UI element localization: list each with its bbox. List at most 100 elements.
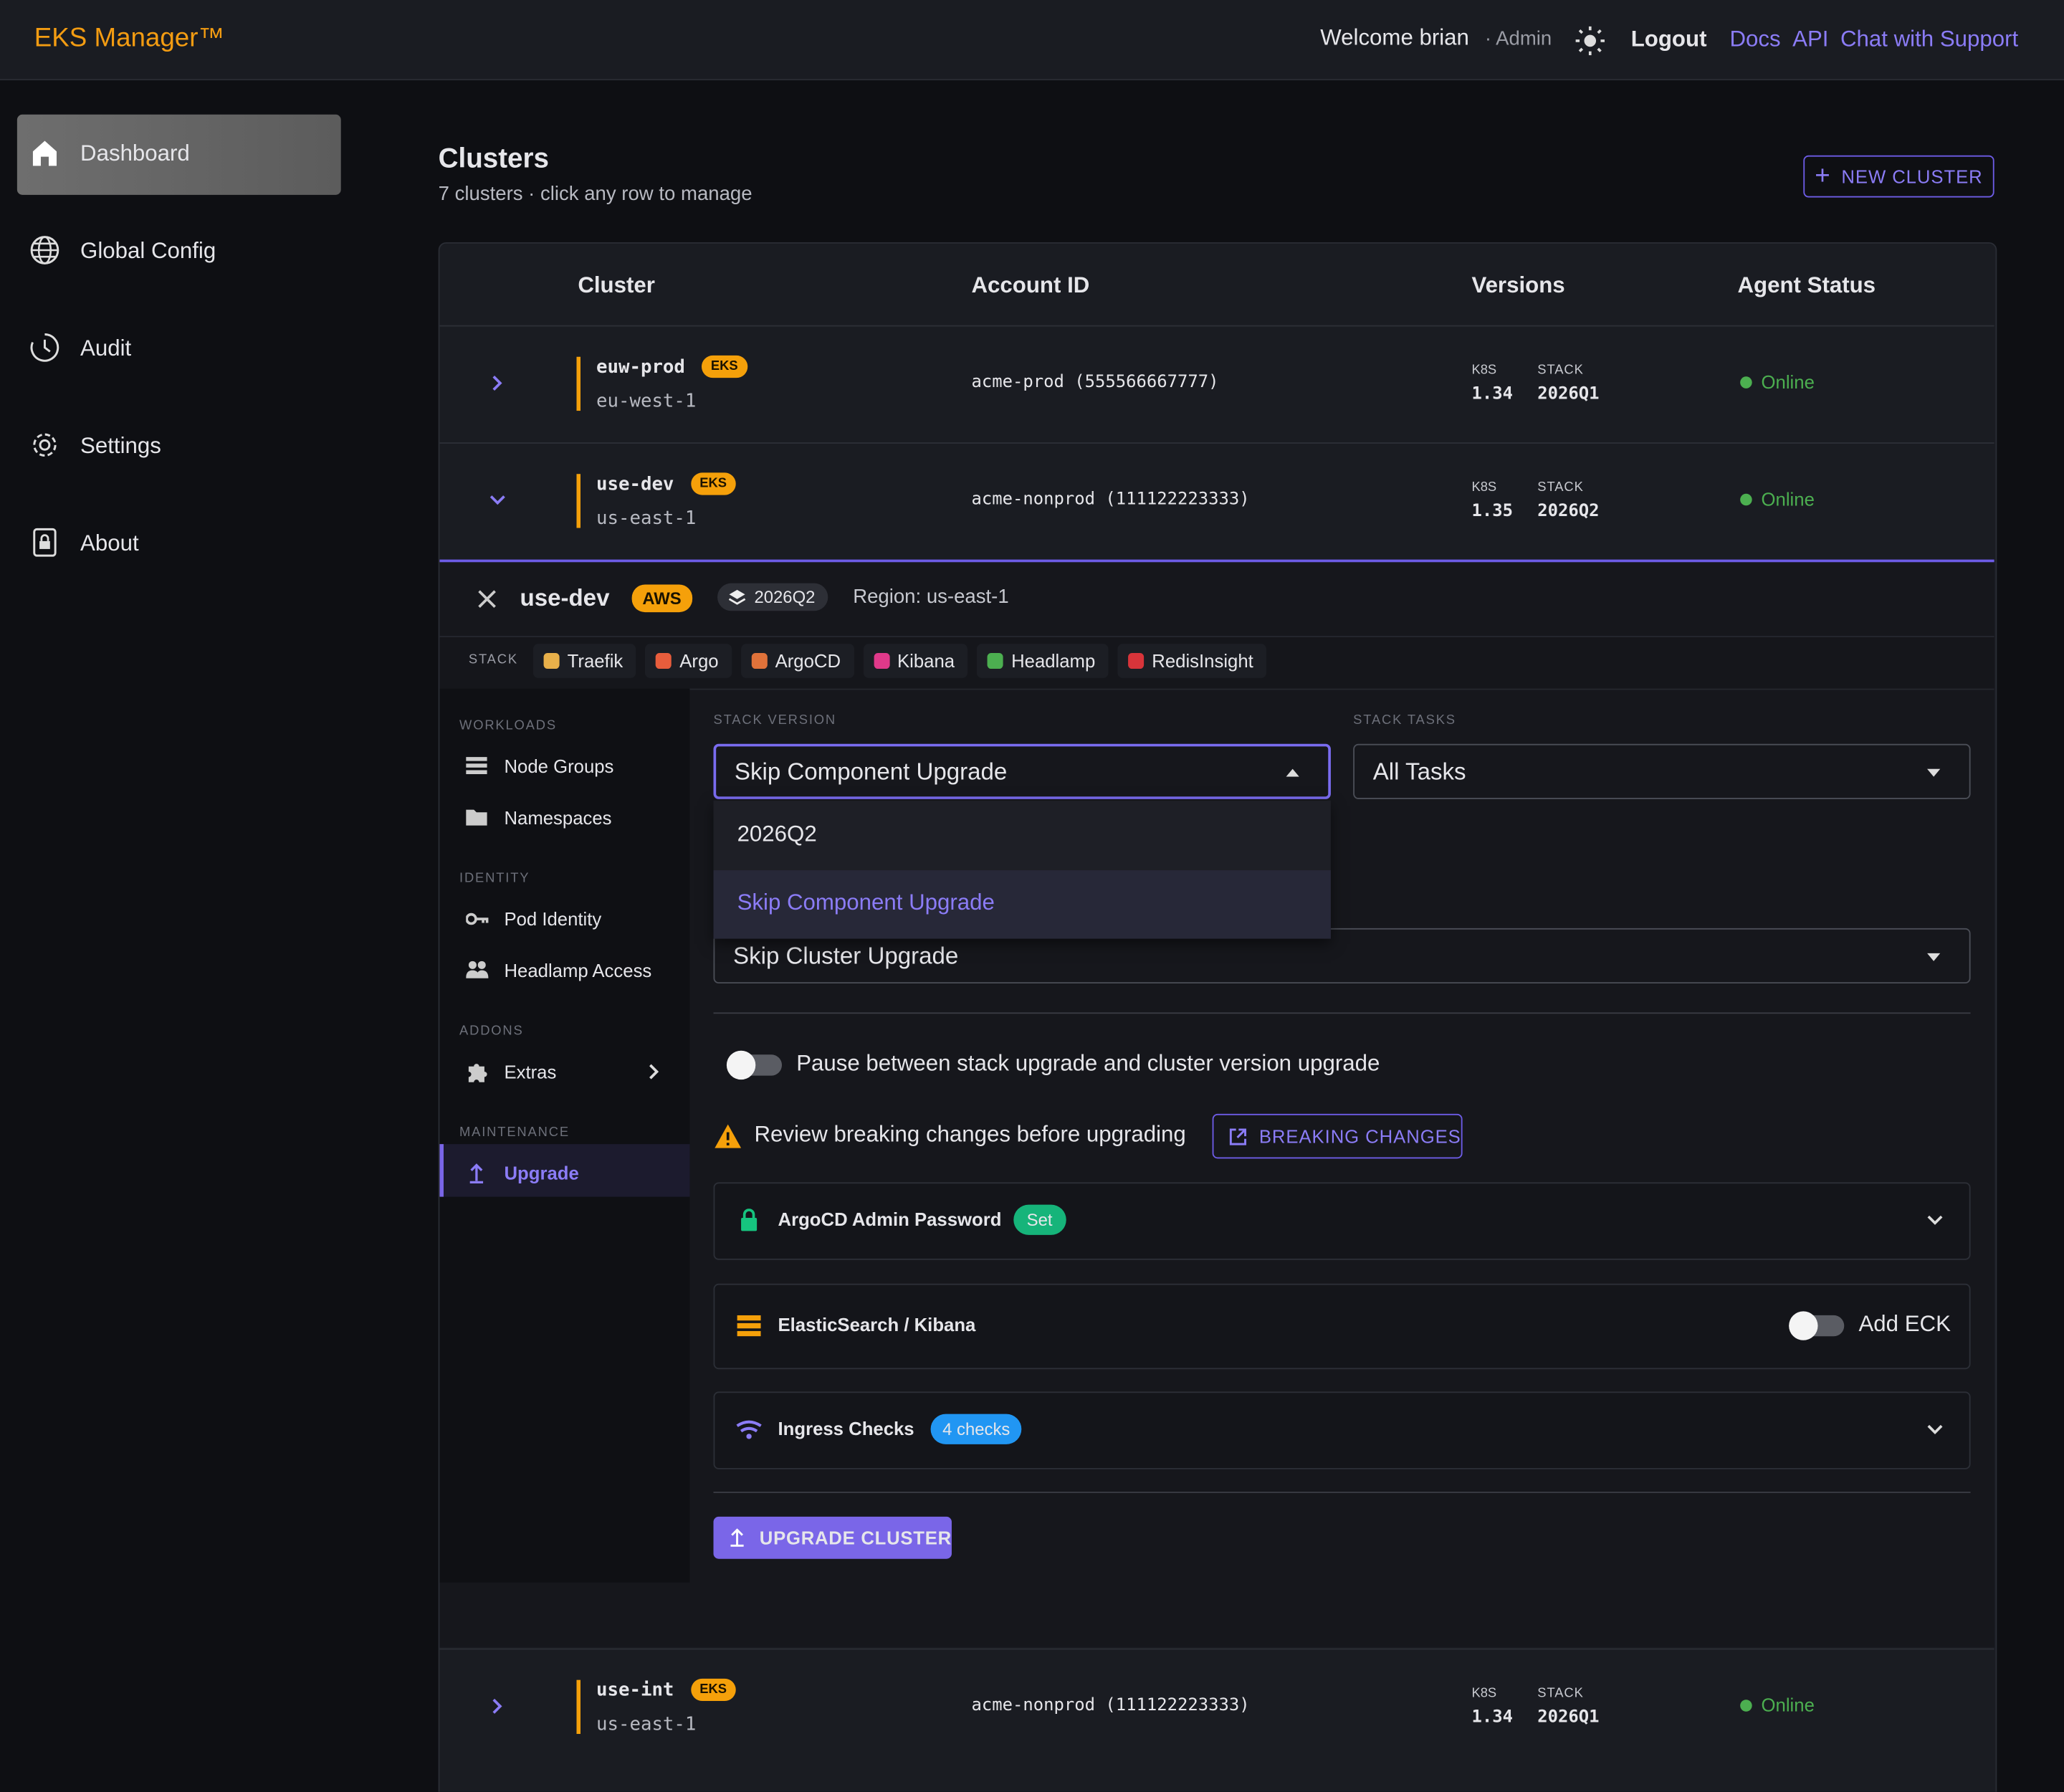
graphic xyxy=(1926,768,1941,777)
stack-version: 2026Q2 xyxy=(1537,501,1600,522)
graphic xyxy=(736,1420,762,1433)
graphic xyxy=(1926,953,1941,961)
row-toggle[interactable] xyxy=(489,375,505,391)
cluster-upgrade-select[interactable]: Skip Cluster Upgrade xyxy=(713,928,1971,984)
nav-heading: MAINTENANCE xyxy=(459,1125,570,1140)
nav-item[interactable]: Global Config xyxy=(80,238,216,264)
row-toggle[interactable] xyxy=(489,1698,505,1714)
graphic xyxy=(1286,768,1299,777)
detail-nav-item[interactable]: Node Groups xyxy=(504,756,614,777)
graphic: UPGRADE CLUSTER xyxy=(759,1527,952,1548)
dropdown-option[interactable]: 2026Q2 xyxy=(737,821,817,847)
lock-icon xyxy=(741,1209,758,1231)
divider xyxy=(439,325,1994,327)
graphic xyxy=(477,961,486,969)
cluster-name[interactable]: euw-prod xyxy=(596,356,685,378)
detail-nav-item[interactable]: Namespaces xyxy=(504,806,612,829)
graphic xyxy=(746,1434,752,1439)
stack-tasks-select[interactable]: All Tasks xyxy=(1353,743,1971,799)
graphic: Traefik xyxy=(567,650,624,672)
divider xyxy=(713,1012,1971,1014)
status-chip: Set xyxy=(1013,1204,1066,1235)
graphic xyxy=(33,433,57,457)
breaking-changes-button[interactable]: BREAKING CHANGES xyxy=(1212,1113,1463,1159)
graphic xyxy=(1597,29,1602,34)
nav-item[interactable]: Settings xyxy=(80,433,161,459)
checks-chip: 4 checks xyxy=(930,1414,1022,1444)
graphic xyxy=(466,763,487,768)
detail-nav-item[interactable]: Extras xyxy=(504,1061,557,1082)
pause-toggle[interactable] xyxy=(726,1050,783,1080)
theme-toggle[interactable] xyxy=(1575,26,1605,56)
graphic xyxy=(1286,768,1299,777)
graphic xyxy=(728,588,746,604)
toggle-label: Add ECK xyxy=(1858,1311,1951,1337)
graphic xyxy=(466,912,477,925)
detail-nav-item[interactable]: Upgrade xyxy=(504,1162,579,1184)
graphic xyxy=(32,140,57,166)
row-toggle[interactable] xyxy=(489,492,505,508)
nav-item[interactable]: Audit xyxy=(80,335,132,361)
docs-link[interactable]: Docs xyxy=(1729,26,1781,52)
graphic: NEW CLUSTER xyxy=(1841,166,1983,187)
page-subtitle: 7 clusters · click any row to manage xyxy=(438,183,752,206)
graphic xyxy=(726,1132,730,1140)
component-chip: ArgoCD xyxy=(740,644,854,678)
graphic xyxy=(30,333,59,362)
panel-title: Ingress Checks xyxy=(778,1418,914,1439)
graphic: All Tasks xyxy=(1372,758,1466,784)
new-cluster-button[interactable]: + NEW CLUSTER xyxy=(1803,155,1994,198)
nav-item[interactable]: Dashboard xyxy=(80,140,190,166)
stack-version: 2026Q1 xyxy=(1537,384,1600,404)
cluster-name[interactable]: use-dev xyxy=(596,474,674,495)
cluster-name[interactable]: use-int xyxy=(596,1679,674,1702)
component-chip: Argo xyxy=(645,644,732,678)
graphic xyxy=(1926,768,1941,777)
account-id: acme-nonprod (111122223333) xyxy=(971,490,1250,510)
graphic xyxy=(492,376,502,391)
nav-icon xyxy=(466,961,489,978)
cluster-region: us-east-1 xyxy=(596,1714,697,1735)
graphic: Kibana xyxy=(897,650,955,672)
close-button[interactable] xyxy=(478,590,497,609)
page-title: Clusters xyxy=(438,143,549,174)
k8s-version: 1.35 xyxy=(1471,501,1513,522)
api-link[interactable]: API xyxy=(1792,26,1829,52)
stack-version-select[interactable]: Skip Component Upgrade xyxy=(713,743,1331,799)
nav-icon xyxy=(32,140,57,166)
graphic xyxy=(1578,29,1584,34)
graphic xyxy=(741,1217,758,1231)
divider xyxy=(439,442,1994,444)
ingress-icon xyxy=(736,1420,762,1439)
graphic xyxy=(728,597,746,604)
graphic xyxy=(729,588,745,599)
k8s-version: 1.34 xyxy=(1471,384,1513,404)
graphic xyxy=(468,1064,487,1082)
column-header: Versions xyxy=(1471,272,1565,298)
panel[interactable] xyxy=(713,1182,1971,1260)
detail-nav-item[interactable]: Headlamp Access xyxy=(504,959,652,981)
upgrade-button[interactable]: UPGRADE CLUSTER xyxy=(713,1516,952,1559)
eck-toggle[interactable] xyxy=(1789,1311,1845,1340)
dropdown-option[interactable]: Skip Component Upgrade xyxy=(737,890,995,915)
logout[interactable]: Logout xyxy=(1630,26,1707,52)
warning-text: Review breaking changes before upgrading xyxy=(754,1121,1186,1147)
graphic xyxy=(468,961,477,969)
nav-item[interactable]: About xyxy=(80,530,139,556)
panel[interactable] xyxy=(713,1391,1971,1469)
support-link[interactable]: Chat with Support xyxy=(1840,26,2019,52)
graphic xyxy=(39,439,51,451)
row-accent xyxy=(576,474,580,528)
brand[interactable]: EKS Manager™ xyxy=(34,24,225,53)
graphic xyxy=(478,590,496,609)
graphic xyxy=(1926,953,1941,961)
column-header: Agent Status xyxy=(1737,272,1876,298)
pause-label: Pause between stack upgrade and cluster … xyxy=(796,1050,1380,1076)
graphic: BREAKING CHANGES xyxy=(1258,1125,1461,1147)
status-dot xyxy=(1740,376,1752,389)
nav-heading: WORKLOADS xyxy=(459,718,557,734)
detail-nav-item[interactable]: Pod Identity xyxy=(504,908,602,930)
agent-status: Online xyxy=(1761,1694,1815,1716)
role: · Admin xyxy=(1484,27,1552,50)
